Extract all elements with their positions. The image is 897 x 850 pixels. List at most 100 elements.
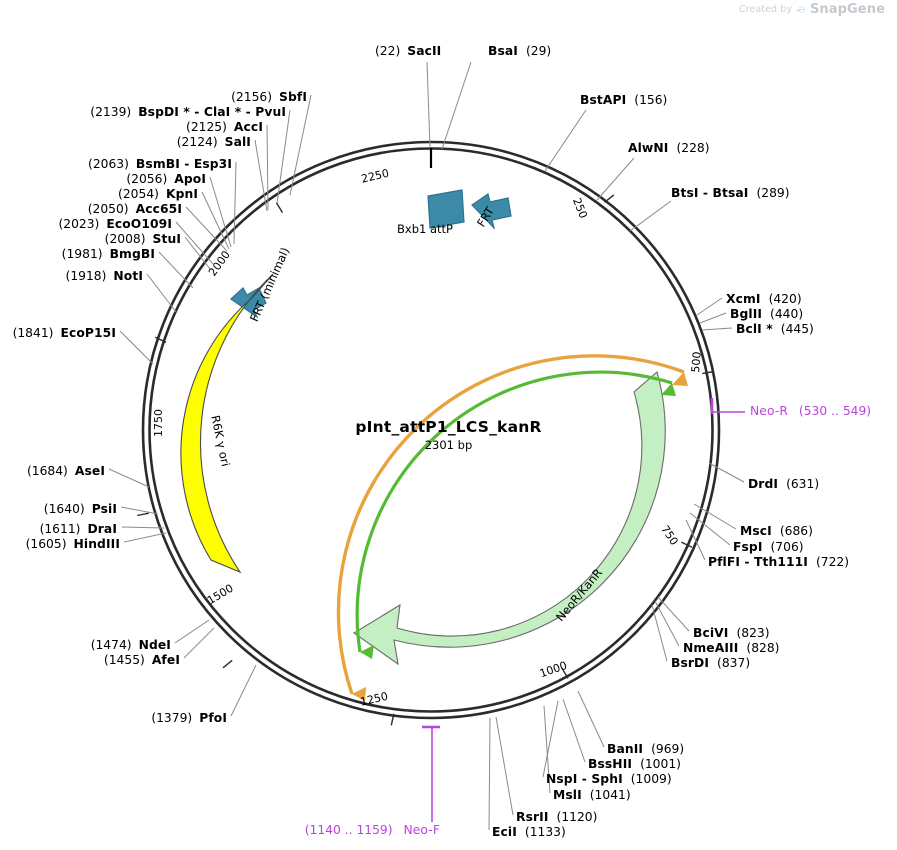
enzyme-site-acc65i[interactable]: (2050) Acc65I	[0, 203, 182, 216]
enzyme-position: (969)	[651, 742, 685, 756]
enzyme-name: EcoO109I	[106, 217, 172, 231]
enzyme-site-bspdi-clai-pvui[interactable]: (2139) BspDI * - ClaI * - PvuI	[0, 106, 286, 119]
feature-frt-minimal[interactable]	[230, 287, 267, 319]
enzyme-name: SbfI	[279, 90, 307, 104]
enzyme-site-afei[interactable]: (1455) AfeI	[0, 654, 180, 667]
enzyme-name: AlwNI	[628, 141, 669, 155]
enzyme-position: (2156)	[231, 90, 273, 104]
enzyme-site-sbfi[interactable]: (2156) SbfI	[0, 91, 307, 104]
ruler-tick-label-500: 500	[689, 351, 704, 374]
enzyme-position: (2050)	[87, 202, 129, 216]
enzyme-name: MscI	[740, 524, 772, 538]
enzyme-name: XcmI	[726, 292, 761, 306]
enzyme-name: HindIII	[73, 537, 120, 551]
enzyme-position: (1041)	[589, 788, 631, 802]
enzyme-site-fspi[interactable]: FspI (706)	[733, 541, 804, 554]
enzyme-position: (1981)	[61, 247, 103, 261]
enzyme-site-asei[interactable]: (1684) AseI	[0, 465, 105, 478]
enzyme-position: (1918)	[65, 269, 107, 283]
enzyme-position: (837)	[717, 656, 751, 670]
enzyme-site-ecoo109i[interactable]: (2023) EcoO109I	[0, 218, 172, 231]
enzyme-position: (706)	[770, 540, 804, 554]
primer-label-neo-r[interactable]: Neo-R (530 .. 549)	[750, 405, 871, 418]
primer-range-neo-r: (530 .. 549)	[798, 404, 872, 418]
enzyme-site-btsi-btsai[interactable]: BtsI - BtsaI (289)	[671, 187, 790, 200]
enzyme-name: ApoI	[174, 172, 206, 186]
enzyme-site-bcivi[interactable]: BciVI (823)	[693, 627, 770, 640]
plasmid-size: 2301 bp	[424, 438, 473, 452]
enzyme-site-stui[interactable]: (2008) StuI	[0, 233, 181, 246]
enzyme-name: EciI	[492, 825, 517, 839]
enzyme-site-alwni[interactable]: AlwNI (228)	[628, 142, 710, 155]
enzyme-name: BsrDI	[671, 656, 710, 670]
enzyme-site-drai[interactable]: (1611) DraI	[0, 523, 117, 536]
annotation-green-arc-arrow	[355, 370, 676, 659]
enzyme-name: EcoP15I	[60, 326, 116, 340]
feature-r6k-gamma-ori[interactable]	[180, 273, 274, 574]
enzyme-site-nmeaiii[interactable]: NmeAIII (828)	[683, 642, 779, 655]
enzyme-position: (420)	[768, 292, 802, 306]
enzyme-site-msci[interactable]: MscI (686)	[740, 525, 813, 538]
watermark-brand: SnapGene	[809, 2, 885, 17]
primer-name-neo-f: Neo-F	[403, 823, 440, 837]
enzyme-site-xcmi[interactable]: XcmI (420)	[726, 293, 802, 306]
enzyme-name: PsiI	[91, 502, 117, 516]
enzyme-site-ndei[interactable]: (1474) NdeI	[0, 639, 171, 652]
enzyme-site-bsshii[interactable]: BssHII (1001)	[588, 758, 681, 771]
primer-marker-neo-r[interactable]	[710, 398, 745, 414]
enzyme-site-bmgbi[interactable]: (1981) BmgBI	[0, 248, 155, 261]
enzyme-site-bcli[interactable]: BclI * (445)	[736, 323, 814, 336]
primer-label-neo-f[interactable]: (1140 .. 1159) Neo-F	[0, 824, 440, 837]
feature-neor-kanr[interactable]	[352, 371, 666, 666]
enzyme-position: (1474)	[90, 638, 132, 652]
enzyme-name: Acc65I	[135, 202, 182, 216]
enzyme-position: (156)	[634, 93, 668, 107]
enzyme-site-bglii[interactable]: BglII (440)	[730, 308, 803, 321]
enzyme-site-kpni[interactable]: (2054) KpnI	[0, 188, 198, 201]
enzyme-site-noti[interactable]: (1918) NotI	[0, 270, 143, 283]
enzyme-name: AccI	[233, 120, 263, 134]
enzyme-site-psii[interactable]: (1640) PsiI	[0, 503, 117, 516]
enzyme-site-msli[interactable]: MslI (1041)	[553, 789, 631, 802]
enzyme-site-sali[interactable]: (2124) SalI	[0, 136, 251, 149]
enzyme-site-pflfi-tth111i[interactable]: PflFI - Tth111I (722)	[708, 556, 849, 569]
enzyme-name: AfeI	[151, 653, 180, 667]
ruler-tick-label-1750: 1750	[152, 409, 165, 437]
primer-range-neo-f: (1140 .. 1159)	[304, 823, 393, 837]
enzyme-site-sacii[interactable]: (22) SacII	[375, 45, 441, 58]
enzyme-position: (2054)	[118, 187, 159, 201]
enzyme-name: BclI *	[736, 322, 773, 336]
enzyme-site-bsai[interactable]: BsaI (29)	[488, 45, 551, 58]
snapgene-flag-icon: ⌮	[796, 2, 806, 17]
enzyme-position: (228)	[676, 141, 710, 155]
enzyme-position: (1455)	[103, 653, 145, 667]
enzyme-site-acci[interactable]: (2125) AccI	[0, 121, 263, 134]
enzyme-site-ecii[interactable]: EciI (1133)	[492, 826, 566, 839]
enzyme-site-rsrii[interactable]: RsrII (1120)	[516, 811, 597, 824]
enzyme-name: KpnI	[165, 187, 198, 201]
enzyme-name: BciVI	[693, 626, 729, 640]
ruler-ticks	[137, 194, 715, 726]
enzyme-site-hindiii[interactable]: (1605) HindIII	[0, 538, 120, 551]
enzyme-name: BspDI * - ClaI * - PvuI	[138, 105, 286, 119]
enzyme-site-bsrdi[interactable]: BsrDI (837)	[671, 657, 750, 670]
enzyme-name: MslI	[553, 788, 582, 802]
enzyme-site-pfoi[interactable]: (1379) PfoI	[0, 712, 227, 725]
enzyme-site-bsmbi-esp3i[interactable]: (2063) BsmBI - Esp3I	[0, 158, 232, 171]
feature-frt[interactable]	[471, 193, 512, 231]
enzyme-site-drdi[interactable]: DrdI (631)	[748, 478, 819, 491]
primer-marker-neo-f[interactable]	[422, 725, 440, 822]
feature-bxb1-attp[interactable]	[427, 189, 465, 229]
enzyme-name: BssHII	[588, 757, 633, 771]
enzyme-site-nspi-sphi[interactable]: NspI - SphI (1009)	[546, 773, 672, 786]
enzyme-site-bstapi[interactable]: BstAPI (156)	[580, 94, 667, 107]
enzyme-site-apoi[interactable]: (2056) ApoI	[0, 173, 206, 186]
enzyme-site-ecop15i[interactable]: (1841) EcoP15I	[0, 327, 116, 340]
enzyme-position: (823)	[736, 626, 770, 640]
enzyme-name: BglII	[730, 307, 763, 321]
enzyme-position: (1684)	[26, 464, 68, 478]
enzyme-site-banii[interactable]: BanII (969)	[607, 743, 684, 756]
enzyme-name: RsrII	[516, 810, 549, 824]
